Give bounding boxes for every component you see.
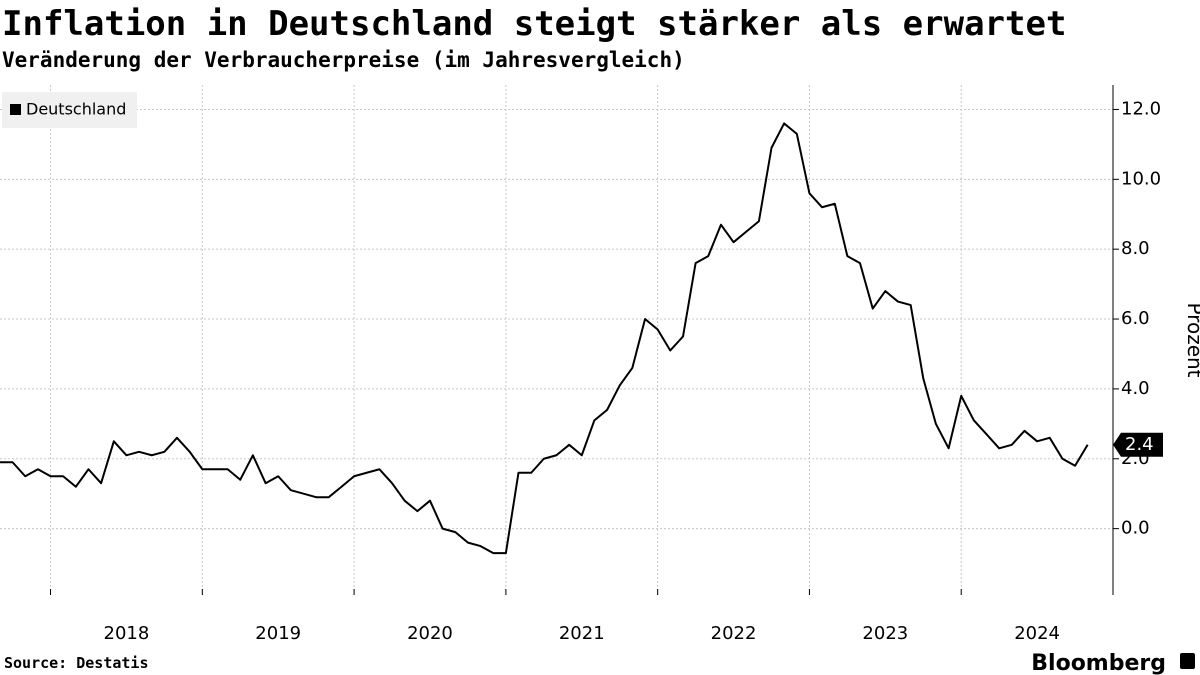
chart-title: Inflation in Deutschland steigt stärker … <box>2 4 1066 44</box>
legend-swatch <box>10 104 21 115</box>
x-tick-label: 2024 <box>1014 623 1060 644</box>
legend-label: Deutschland <box>26 100 126 119</box>
x-tick-label: 2019 <box>255 623 301 644</box>
y-tick-label: 8.0 <box>1121 238 1150 259</box>
y-tick-label: 12.0 <box>1121 98 1161 119</box>
source: Source: Destatis <box>4 654 149 672</box>
chart-subtitle: Veränderung der Verbraucherpreise (im Ja… <box>2 48 685 72</box>
x-tick-label: 2020 <box>407 623 453 644</box>
last-value-tag <box>1113 432 1163 457</box>
brand-icon <box>1180 653 1195 669</box>
y-axis-label: Prozent <box>1183 302 1200 377</box>
x-tick-label: 2022 <box>711 623 757 644</box>
brand: Bloomberg <box>1031 651 1166 675</box>
x-tick-label: 2021 <box>559 623 605 644</box>
x-tick-label: 2018 <box>104 623 150 644</box>
line <box>0 122 1089 555</box>
y-tick-label: 6.0 <box>1121 308 1150 329</box>
last-value-label: 2.4 <box>1125 434 1154 455</box>
legend-box <box>2 92 137 128</box>
y-tick-label: 10.0 <box>1121 168 1161 189</box>
x-tick-label: 2023 <box>862 623 908 644</box>
y-tick-label: 4.0 <box>1121 378 1150 399</box>
y-tick-label: 0.0 <box>1121 518 1150 539</box>
